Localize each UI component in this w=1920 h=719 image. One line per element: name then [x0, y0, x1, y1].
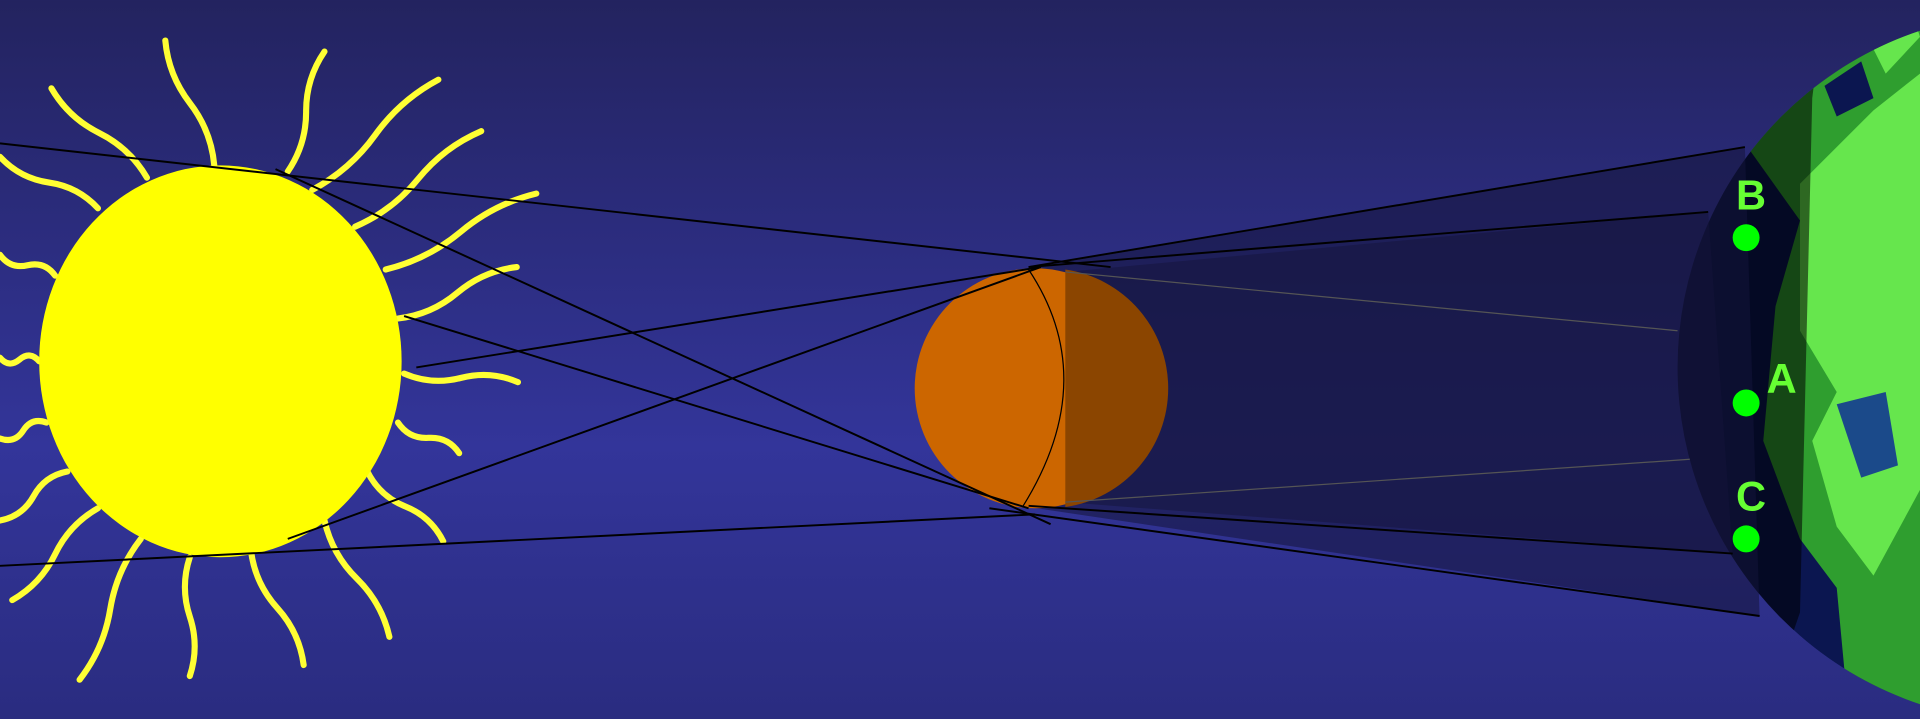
sun-ray [0, 468, 71, 524]
sun-ray [394, 419, 463, 457]
sun-ray [364, 468, 447, 545]
sun-ray [9, 505, 102, 604]
sun-ray [284, 48, 328, 175]
moon-shadow [1065, 269, 1169, 508]
sun-rays [0, 37, 540, 683]
sun-ray [0, 418, 50, 444]
moon-arc [1021, 269, 1065, 508]
point-label: B [1736, 171, 1766, 218]
point-c-dot [1732, 525, 1760, 553]
sun-ray [321, 517, 393, 640]
point-label: C [1736, 473, 1766, 520]
sun-ray [401, 370, 522, 386]
sun-ray [0, 153, 102, 212]
sun [39, 165, 402, 558]
sun-ray [181, 554, 198, 680]
sun-ray [48, 85, 150, 181]
sun-ray [309, 76, 442, 193]
point-b-dot [1732, 224, 1760, 252]
sun-ray [76, 535, 144, 683]
light-lines [0, 142, 1760, 618]
sun-ray [0, 251, 59, 279]
point-a-dot [1732, 389, 1760, 417]
sun-ray [162, 37, 218, 169]
point-label: A [1767, 355, 1797, 402]
sun-ray [247, 548, 307, 669]
sun-ray [0, 352, 43, 367]
